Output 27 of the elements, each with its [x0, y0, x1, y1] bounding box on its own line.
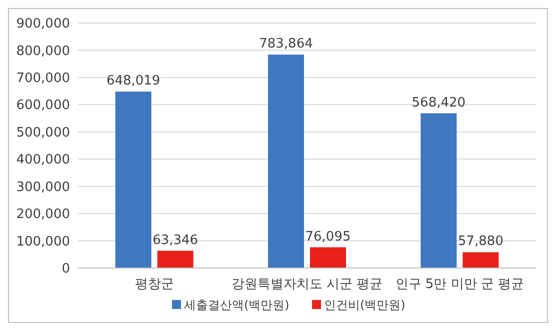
- data-label: 76,095: [305, 229, 351, 244]
- y-tick-label: 300,000: [16, 180, 70, 195]
- y-tick-label: 800,000: [16, 44, 70, 59]
- bar: [268, 54, 304, 268]
- legend-label: 인건비(백만원): [324, 298, 406, 312]
- x-tick-label: 평창군: [134, 277, 174, 292]
- y-tick-label: 100,000: [16, 234, 70, 250]
- y-tick-label: 600,000: [16, 98, 70, 114]
- legend-label: 세출결산액(백만원): [184, 298, 290, 312]
- bar: [462, 252, 499, 268]
- y-tick-label: 400,000: [16, 152, 70, 168]
- data-label: 783,864: [259, 36, 313, 52]
- y-tick-label: 700,000: [16, 70, 70, 86]
- x-tick-label: 인구 5만 미만 군 평균: [395, 277, 524, 292]
- y-tick-label: 200,000: [16, 207, 70, 222]
- bar: [157, 250, 194, 268]
- y-tick-label: 500,000: [16, 125, 70, 140]
- y-tick-label: 900,000: [16, 16, 70, 32]
- bar: [420, 113, 457, 268]
- x-tick-label: 강원특별자치도 시군 평균: [231, 277, 383, 292]
- data-label: 648,019: [106, 74, 160, 89]
- data-label: 568,420: [412, 95, 466, 110]
- bar: [115, 92, 152, 268]
- data-label: 57,880: [458, 234, 504, 250]
- data-label: 63,346: [152, 232, 198, 248]
- bar: [310, 247, 346, 268]
- y-tick-label: 0: [62, 262, 70, 277]
